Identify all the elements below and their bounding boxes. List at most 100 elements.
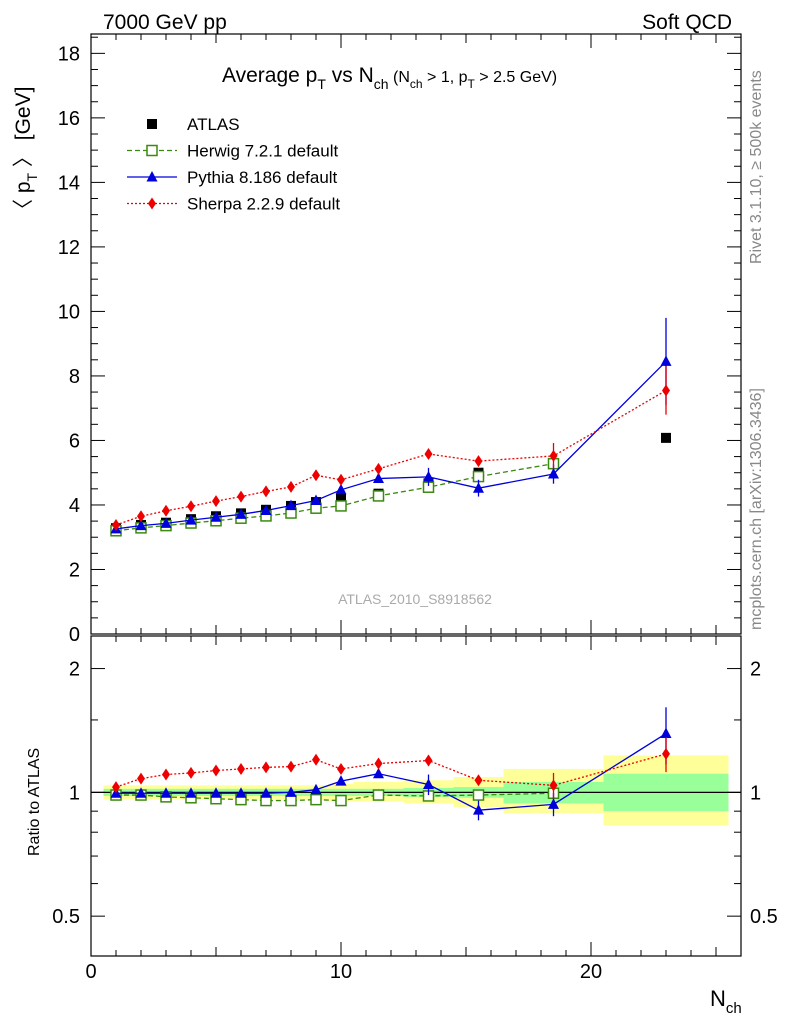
- ratio-sherpa-point: [137, 772, 145, 785]
- ratio-pythia-point: [260, 787, 272, 798]
- pythia-point: [160, 517, 172, 528]
- pythia-point: [473, 482, 484, 493]
- x-axis-label: Nch: [710, 986, 742, 1017]
- pythia-point: [373, 472, 384, 484]
- ratio-sherpa-point: [162, 768, 170, 781]
- sherpa-point: [112, 518, 120, 531]
- pythia-point: [285, 499, 297, 511]
- header-category: Soft QCD: [642, 11, 732, 34]
- ratio-herwig-point: [285, 794, 297, 807]
- ratio-pythia-point: [423, 778, 434, 789]
- ratio-y-tick-label-right: 1: [750, 782, 761, 804]
- ratio-pythia-point: [310, 783, 322, 795]
- ratio-pythia-point: [285, 786, 297, 797]
- ratio-herwig-point: [335, 794, 347, 807]
- ratio-sherpa-point: [262, 761, 270, 774]
- pythia-point: [310, 494, 322, 505]
- ratio-herwig-point: [310, 793, 322, 806]
- atlas-point: [661, 432, 671, 443]
- ratio-pythia-point: [235, 787, 247, 798]
- title-main: Average p: [222, 64, 317, 87]
- ratio-pythia-point: [660, 727, 672, 739]
- ratio-pythia-point: [210, 787, 222, 798]
- ratio-sherpa-point: [549, 779, 558, 792]
- sherpa-point: [424, 448, 433, 460]
- ratio-herwig-point: [472, 789, 485, 801]
- y-axis-label: 〈 pT 〉 [GeV]: [12, 87, 40, 220]
- pythia-point: [660, 355, 672, 366]
- pythia-point: [135, 519, 147, 531]
- sherpa-point: [374, 462, 383, 475]
- ratio-herwig-line: [116, 792, 554, 802]
- x-tick-label: 0: [85, 961, 96, 983]
- ratio-y-axis-label: Ratio to ATLAS: [26, 748, 43, 856]
- mcplots-label: mcplots.cern.ch [arXiv:1306.3436]: [748, 388, 765, 630]
- header-energy: 7000 GeV pp: [103, 11, 227, 34]
- x-axis-label-main: N: [710, 986, 726, 1011]
- ratio-pythia-point: [185, 787, 197, 798]
- ratio-sherpa-point: [112, 781, 120, 794]
- sherpa-point: [262, 485, 270, 498]
- ratio-pythia-point: [160, 787, 172, 798]
- y-axis-label-close: 〉 [GeV]: [12, 87, 35, 173]
- atlas-point: [336, 493, 346, 504]
- pythia-point: [235, 508, 247, 519]
- sherpa-point: [162, 504, 170, 517]
- y-tick-label: 16: [58, 108, 80, 130]
- legend: ATLAS Herwig 7.2.1 default Pythia 8.186 de…: [127, 115, 340, 214]
- rivet-label: Rivet 3.1.10, ≥ 500k events: [748, 70, 765, 264]
- sherpa-point: [137, 510, 145, 523]
- title-main-sub: T: [317, 76, 326, 92]
- ratio-sherpa-point: [474, 774, 483, 787]
- ratio-y-tick-label-left: 2: [69, 659, 80, 681]
- legend-herwig-marker: [146, 144, 158, 157]
- legend-sherpa-label: Sherpa 2.2.9 default: [187, 195, 340, 214]
- y-tick-label: 0: [69, 624, 80, 646]
- ratio-y-tick-label-right: 2: [750, 659, 761, 681]
- x-axis-label-sub: ch: [726, 1000, 742, 1017]
- ratio-sherpa-point: [187, 766, 195, 779]
- legend-atlas-label: ATLAS: [187, 115, 240, 134]
- sherpa-point: [549, 449, 558, 462]
- ratio-pythia-point: [335, 775, 347, 786]
- y-tick-label: 2: [69, 559, 80, 581]
- sherpa-line: [115, 389, 667, 526]
- y-tick-label: 6: [69, 430, 80, 452]
- title-cut1: (N: [389, 69, 410, 86]
- title-vs: vs N: [326, 64, 374, 87]
- legend-pythia-label: Pythia 8.186 default: [187, 168, 338, 187]
- y-tick-label: 18: [58, 43, 80, 65]
- y-tick-label: 10: [58, 301, 80, 323]
- sherpa-point: [474, 455, 483, 468]
- legend-sherpa-marker: [148, 197, 156, 210]
- herwig-point: [372, 490, 385, 502]
- pythia-point: [548, 468, 559, 479]
- y-axis-label-open: 〈 p: [12, 181, 35, 220]
- ratio-pythia-point: [473, 804, 484, 815]
- y-tick-label: 8: [69, 366, 80, 388]
- ratio-pythia-point: [548, 798, 559, 809]
- ratio-sherpa-point: [337, 762, 345, 775]
- sherpa-point: [337, 473, 345, 486]
- pythia-point: [335, 483, 347, 495]
- title-cut1-sub: ch: [410, 77, 423, 91]
- ratio-frame: [90, 635, 742, 957]
- pythia-point: [260, 504, 272, 515]
- title-vs-sub: ch: [374, 76, 389, 92]
- chart-title: Average pT vs Nch (Nch > 1, pT > 2.5 GeV…: [222, 64, 557, 92]
- sherpa-point: [662, 384, 670, 397]
- ratio-pythia-point: [373, 767, 384, 779]
- sherpa-point: [212, 495, 220, 508]
- ratio-y-tick-label-right: 0.5: [750, 906, 778, 928]
- ratio-sherpa-point: [662, 747, 670, 760]
- legend-atlas-marker: [147, 119, 157, 129]
- herwig-line: [115, 463, 554, 532]
- ratio-sherpa-point: [312, 753, 320, 766]
- y-axis-label-sub: T: [24, 172, 40, 181]
- sherpa-point: [187, 500, 195, 513]
- ratio-sherpa-point: [287, 760, 295, 773]
- title-cut2-sub: T: [468, 77, 476, 91]
- ratio-plot: 0 10 20 0.5 0.5 1 1 2 2: [52, 635, 778, 983]
